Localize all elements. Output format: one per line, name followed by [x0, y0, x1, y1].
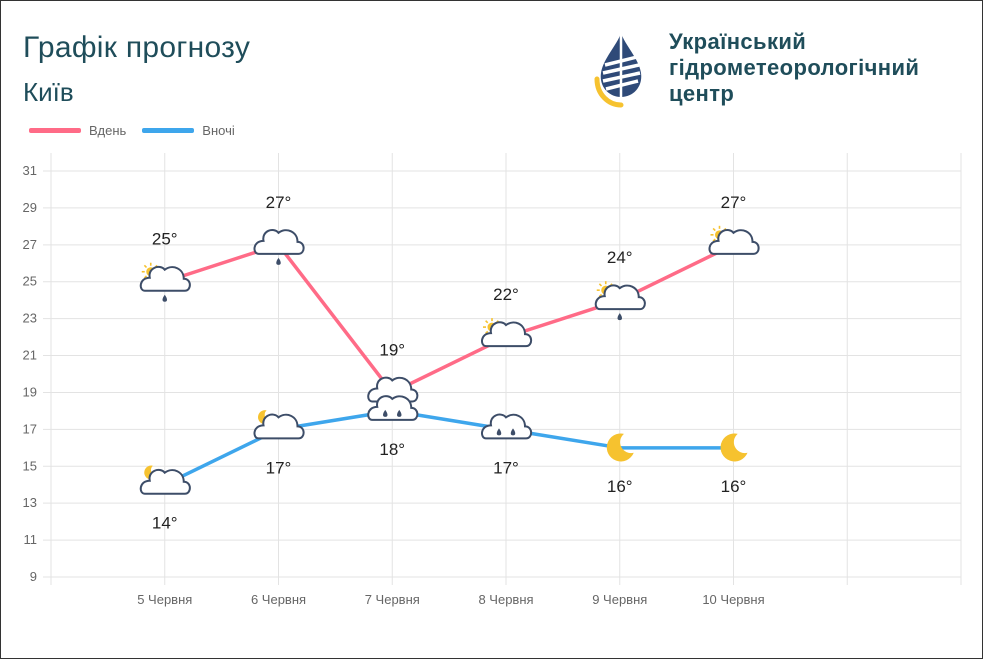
- sun-ray: [598, 283, 603, 287]
- x-tick-label: 6 Червня: [251, 592, 306, 607]
- legend-swatch-day: [29, 128, 81, 133]
- rain-drop: [162, 294, 167, 302]
- sun-ray: [712, 227, 716, 232]
- x-tick-label: 9 Червня: [592, 592, 647, 607]
- cloud-shape: [139, 265, 191, 292]
- x-tick-label: 10 Червня: [702, 592, 764, 607]
- org-name-line2: гідрометеорологічний: [669, 55, 920, 80]
- rain-drop: [510, 428, 516, 436]
- sun-cloud-rain-icon: [594, 281, 646, 321]
- cloud-shape: [708, 229, 760, 255]
- legend-swatch-night: [142, 128, 195, 133]
- sun-cloud-icon: [481, 318, 533, 348]
- cloud-shape: [253, 229, 305, 255]
- cloud-heavy-rain-icon: [481, 413, 533, 440]
- moon-icon: [720, 433, 748, 462]
- rain-drop: [617, 313, 622, 321]
- temp-label-day: 27°: [266, 193, 292, 212]
- moon-cloud-icon: [253, 410, 305, 440]
- legend-item-night[interactable]: Вночі: [142, 123, 235, 138]
- sun-ray: [485, 320, 489, 324]
- org-name-line1: Український: [669, 29, 807, 54]
- cloud-heavy-rain-icon: [367, 395, 419, 421]
- org-name: Український гідрометеорологічний центр: [669, 29, 919, 107]
- cloud-shape: [253, 413, 305, 440]
- y-tick-label: 23: [23, 311, 37, 326]
- cloud-shape: [367, 395, 419, 421]
- temp-label-day: 25°: [152, 230, 178, 249]
- y-tick-label: 15: [23, 458, 37, 473]
- chart-legend: Вдень Вночі: [29, 123, 241, 138]
- sun-cloud-icon: [708, 225, 760, 255]
- legend-label-night: Вночі: [202, 123, 235, 138]
- rain-drop: [383, 409, 388, 417]
- temp-label-night: 14°: [152, 514, 178, 533]
- grid: [43, 153, 962, 585]
- temp-label-night: 16°: [607, 477, 633, 496]
- temp-label-night: 18°: [379, 440, 405, 459]
- temp-label-night: 16°: [721, 477, 747, 496]
- org-name-line3: центр: [669, 81, 735, 106]
- y-tick-label: 9: [30, 569, 37, 584]
- y-tick-label: 11: [24, 532, 38, 547]
- x-tick-label: 5 Червня: [137, 592, 192, 607]
- moon-icon: [606, 433, 634, 462]
- y-tick-label: 19: [23, 384, 37, 399]
- y-tick-label: 21: [23, 348, 37, 363]
- moon-cloud-icon: [139, 465, 191, 495]
- x-tick-label: 7 Червня: [365, 592, 420, 607]
- cloud-shape: [139, 468, 191, 495]
- legend-item-day[interactable]: Вдень: [29, 123, 126, 138]
- y-tick-label: 29: [23, 200, 37, 215]
- moon-shape: [720, 433, 748, 462]
- y-tick-label: 13: [23, 495, 37, 510]
- y-tick-label: 17: [23, 421, 37, 436]
- x-axis: 5 Червня 6 Червня 7 Червня 8 Червня 9 Червня…: [137, 592, 764, 607]
- sun-cloud-rain-icon: [139, 262, 191, 302]
- temp-label-day: 24°: [607, 248, 633, 267]
- temp-label-night: 17°: [493, 458, 519, 477]
- temp-label-night: 17°: [266, 458, 292, 477]
- cloud-rain-icon: [253, 229, 305, 265]
- rain-drop: [276, 257, 281, 265]
- cloud-shape: [594, 284, 646, 311]
- rain-drop: [397, 409, 402, 417]
- sun-ray: [143, 264, 148, 269]
- temp-label-day: 19°: [379, 340, 405, 359]
- legend-label-day: Вдень: [89, 123, 127, 138]
- page-title: Графік прогнозу: [23, 31, 251, 64]
- temp-label-day: 22°: [493, 285, 519, 304]
- y-tick-label: 27: [23, 237, 37, 252]
- cloud-shape: [367, 376, 419, 403]
- cloud-shape: [481, 321, 533, 348]
- org-logo: [594, 33, 642, 108]
- y-axis: 9 11 13 15 17 19 21 23 25 27 29 31: [23, 163, 37, 584]
- x-tick-label: 8 Червня: [478, 592, 533, 607]
- rain-drop: [496, 428, 502, 436]
- city-name: Київ: [23, 77, 74, 107]
- y-tick-label: 31: [23, 163, 37, 178]
- y-tick-label: 25: [23, 274, 37, 289]
- temp-label-day: 27°: [721, 193, 747, 212]
- moon-shape: [606, 433, 634, 462]
- cloud-shape: [481, 413, 533, 440]
- series-line-night: [163, 409, 734, 487]
